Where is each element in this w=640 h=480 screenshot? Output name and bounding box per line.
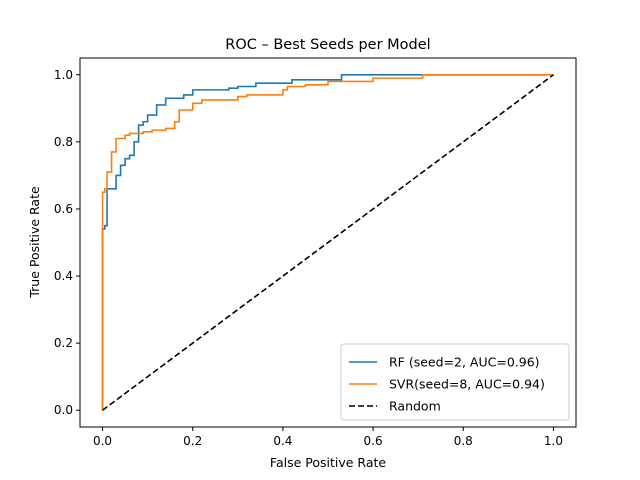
plot-area-frame	[79, 57, 577, 428]
series-layer	[101, 73, 554, 411]
y-axis-label: True Positive Rate	[27, 186, 42, 299]
x-tick-label: 0.8	[454, 434, 473, 448]
y-tick-label: 0.8	[54, 135, 73, 149]
x-tick-label: 0.2	[183, 434, 202, 448]
x-tick-label: 0.4	[273, 434, 292, 448]
x-axis-ticks: 0.0 0.2 0.4 0.6 0.8 1.0	[93, 427, 563, 448]
y-axis-ticks: 0.0 0.2 0.4 0.6 0.8 1.0	[54, 68, 80, 417]
x-tick-label: 1.0	[544, 434, 563, 448]
y-tick-label: 0.2	[54, 336, 73, 350]
legend-frame	[340, 343, 570, 421]
x-tick-label: 0.6	[364, 434, 383, 448]
legend-label-2: Random	[389, 399, 441, 414]
y-tick-label: 1.0	[54, 68, 73, 82]
chart-title: ROC – Best Seeds per Model	[225, 37, 430, 53]
series-line-0	[101, 73, 554, 411]
x-tick-label: 0.0	[93, 434, 112, 448]
legend-label-0: RF (seed=2, AUC=0.96)	[389, 355, 540, 370]
x-axis-label: False Positive Rate	[270, 455, 386, 470]
legend-label-1: SVR(seed=8, AUC=0.94)	[389, 377, 545, 392]
series-line-1	[101, 73, 554, 411]
legend: RF (seed=2, AUC=0.96) SVR(seed=8, AUC=0.9…	[340, 343, 570, 421]
series-line-2	[102, 74, 554, 411]
y-tick-label: 0.4	[54, 269, 73, 283]
y-tick-label: 0.0	[54, 403, 73, 417]
y-tick-label: 0.6	[54, 202, 73, 216]
